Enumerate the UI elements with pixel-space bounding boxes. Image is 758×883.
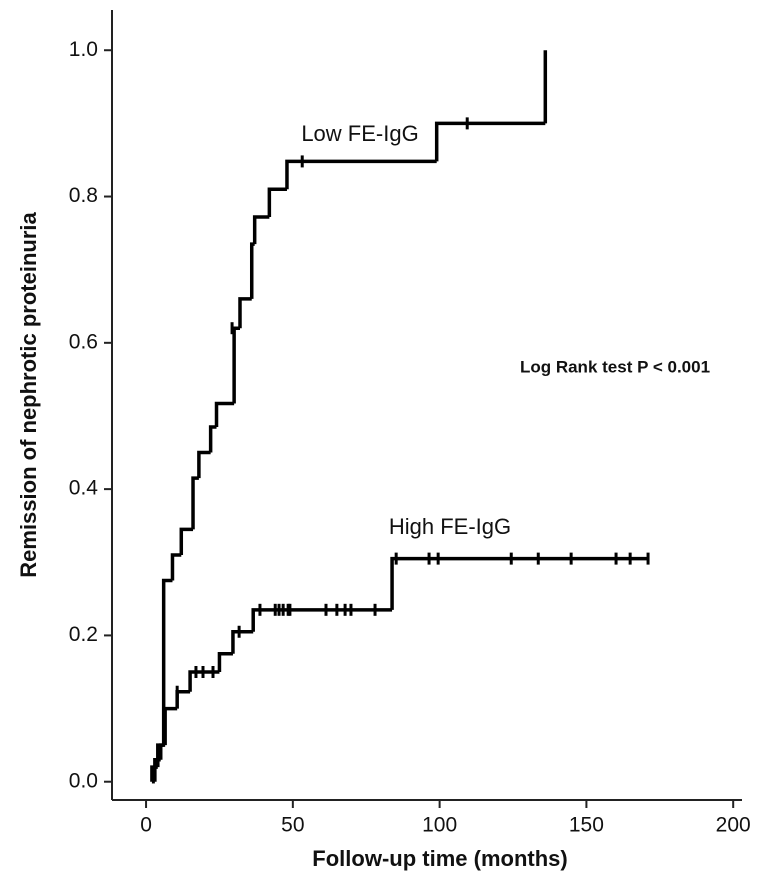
step-segment <box>238 297 252 329</box>
step-segment <box>267 187 287 218</box>
step-segment <box>208 425 217 453</box>
step-segment <box>249 242 255 299</box>
y-tick-label: 0.0 <box>69 769 98 792</box>
step-segment <box>252 215 270 245</box>
step-segment <box>188 670 220 692</box>
x-axis-title: Follow-up time (months) <box>312 846 567 871</box>
step-segment <box>158 743 166 760</box>
x-tick-label: 100 <box>422 814 457 837</box>
step-segment <box>175 689 191 709</box>
step-segment <box>163 706 178 746</box>
step-segment <box>231 630 254 654</box>
x-tick-label: 150 <box>569 814 604 837</box>
annotation: Log Rank test P < 0.001 <box>520 357 710 376</box>
step-segment <box>434 121 546 162</box>
step-segment <box>285 159 437 190</box>
step-segment <box>390 556 649 610</box>
step-segment <box>161 578 173 746</box>
y-tick-label: 0.6 <box>69 330 98 353</box>
y-tick-label: 1.0 <box>69 38 98 61</box>
step-segment <box>191 476 199 530</box>
y-tick-label: 0.8 <box>69 184 98 207</box>
x-tick-label: 50 <box>281 814 304 837</box>
step-segment <box>156 758 161 768</box>
y-tick-label: 0.4 <box>69 477 99 500</box>
x-tick-label: 200 <box>716 814 751 837</box>
step-segment <box>197 450 211 479</box>
x-tick-label: 0 <box>140 814 152 837</box>
y-tick-label: 0.2 <box>69 623 98 646</box>
step-segment <box>232 326 240 404</box>
step-segment <box>179 527 194 555</box>
y-axis-title: Remission of nephrotic proteinuria <box>16 211 41 577</box>
annotation: High FE-IgG <box>389 514 511 539</box>
step-segment <box>214 401 235 427</box>
step-segment <box>217 651 233 672</box>
step-segment <box>170 553 182 581</box>
annotation: Low FE-IgG <box>301 121 418 146</box>
step-segment <box>153 765 158 782</box>
